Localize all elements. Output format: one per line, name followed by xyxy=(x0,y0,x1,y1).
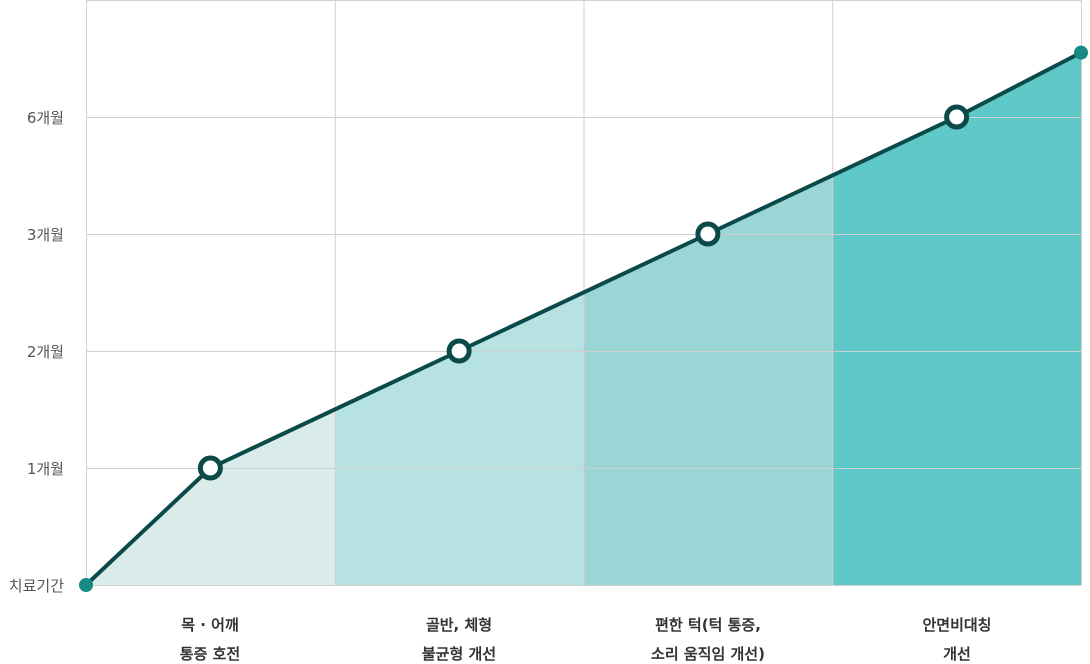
band-3 xyxy=(583,175,833,585)
progress-line xyxy=(84,50,1083,587)
milestone-marker-4 xyxy=(944,104,970,130)
band-1 xyxy=(86,409,335,585)
category-label-1-line-2: 통증 호전 xyxy=(180,645,240,663)
category-label-4-line-2: 개선 xyxy=(943,645,971,663)
y-tick-label-4: 6개월 xyxy=(27,109,64,127)
category-bands xyxy=(86,52,1081,586)
milestone-marker-2 xyxy=(446,338,472,364)
y-tick-label-3: 3개월 xyxy=(27,226,64,244)
progress-line-layer xyxy=(84,50,1083,587)
y-tick-label-2: 2개월 xyxy=(27,343,64,361)
category-label-2-line-2: 불균형 개선 xyxy=(422,645,496,663)
category-label-3-line-2: 소리 움직임 개선) xyxy=(651,645,765,663)
band-2 xyxy=(334,292,584,585)
category-label-4-line-1: 안면비대칭 xyxy=(922,616,991,634)
end-point-marker xyxy=(1074,45,1088,60)
y-tick-label-0: 치료기간 xyxy=(9,577,64,595)
category-label-1-line-1: 목 · 어깨 xyxy=(181,616,239,634)
grid-lines xyxy=(86,0,1082,586)
category-label-3-line-1: 편한 턱(턱 통증, xyxy=(655,616,761,634)
band-4 xyxy=(832,52,1081,586)
start-point-marker xyxy=(79,578,93,592)
category-label-2-line-1: 골반, 체형 xyxy=(426,616,492,634)
point-markers xyxy=(79,45,1088,592)
milestone-marker-1 xyxy=(197,455,223,481)
x-category-labels: 목 · 어깨 통증 호전 골반, 체형 불균형 개선 편한 턱(턱 통증, 소리… xyxy=(180,616,992,663)
y-tick-label-1: 1개월 xyxy=(27,460,64,478)
y-axis-labels: 치료기간 1개월 2개월 3개월 6개월 xyxy=(9,109,64,595)
milestone-marker-3 xyxy=(695,221,721,247)
